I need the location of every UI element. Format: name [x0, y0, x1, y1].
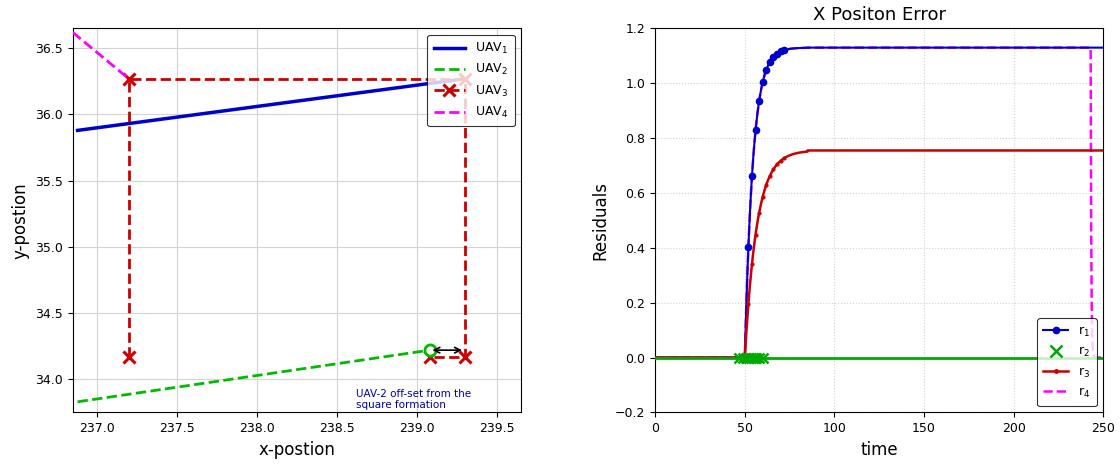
UAV$_2$: [71, 399, 84, 405]
Y-axis label: Residuals: Residuals: [591, 181, 609, 260]
r$_1$: [738, 355, 752, 360]
Text: UAV-2 off-set from the
square formation: UAV-2 off-set from the square formation: [356, 389, 472, 410]
r$_4$: [1096, 355, 1110, 360]
r$_2$: [736, 355, 749, 360]
UAV$_3$: [122, 76, 136, 82]
UAV$_4$: [66, 29, 80, 35]
UAV$_4$: [122, 76, 136, 82]
Line: UAV$_2$: UAV$_2$: [77, 350, 430, 402]
Line: UAV$_4$: UAV$_4$: [73, 32, 129, 79]
r$_4$: [801, 45, 814, 51]
r$_3$: [749, 232, 763, 237]
r$_1$: [753, 98, 766, 104]
r$_4$: [875, 45, 888, 51]
r$_3$: [771, 162, 784, 167]
r$_3$: [745, 261, 758, 267]
r$_1$: [745, 173, 758, 179]
r$_3$: [759, 182, 773, 188]
r$_3$: [777, 155, 791, 161]
UAV$_3$: [423, 354, 437, 360]
UAV$_3$: [458, 76, 472, 82]
r$_1$: [763, 59, 776, 65]
r$_1$: [777, 47, 791, 53]
r$_4$: [781, 46, 794, 52]
r$_3$: [741, 301, 755, 307]
r$_3$: [767, 166, 781, 172]
X-axis label: x-postion: x-postion: [259, 441, 335, 459]
UAV$_2$: [423, 347, 437, 353]
r$_1$: [759, 67, 773, 73]
r$_4$: [712, 355, 726, 360]
r$_3$: [774, 158, 787, 164]
r$_4$: [838, 45, 851, 51]
r$_1$: [749, 128, 763, 133]
Title: X Positon Error: X Positon Error: [813, 6, 945, 24]
Legend: UAV$_1$, UAV$_2$, UAV$_3$, UAV$_4$: UAV$_1$, UAV$_2$, UAV$_3$, UAV$_4$: [428, 35, 514, 127]
r$_1$: [774, 49, 787, 55]
r$_2$: [743, 355, 756, 360]
Y-axis label: y-postion: y-postion: [11, 182, 29, 259]
r$_2$: [746, 355, 759, 360]
r$_2$: [732, 355, 746, 360]
Line: r$_2$: r$_2$: [735, 353, 767, 363]
Legend: r$_1$, r$_2$, r$_3$, r$_4$: r$_1$, r$_2$, r$_3$, r$_4$: [1037, 319, 1096, 406]
r$_3$: [763, 173, 776, 179]
r$_4$: [754, 93, 767, 99]
UAV$_3$: [122, 354, 136, 360]
X-axis label: time: time: [860, 441, 898, 459]
r$_1$: [756, 79, 769, 85]
Line: r$_3$: r$_3$: [743, 155, 787, 360]
r$_2$: [749, 355, 763, 360]
r$_1$: [771, 51, 784, 56]
r$_2$: [756, 355, 769, 360]
r$_4$: [648, 355, 662, 360]
Line: r$_4$: r$_4$: [655, 48, 1103, 357]
r$_3$: [753, 210, 766, 216]
Line: UAV$_3$: UAV$_3$: [122, 73, 472, 363]
r$_1$: [767, 54, 781, 60]
Line: r$_1$: r$_1$: [738, 44, 791, 364]
r$_3$: [756, 194, 769, 200]
r$_2$: [739, 355, 753, 360]
UAV$_3$: [458, 354, 472, 360]
r$_1$: [741, 245, 755, 250]
r$_2$: [753, 355, 766, 360]
r$_3$: [738, 355, 752, 360]
r$_4$: [984, 45, 998, 51]
